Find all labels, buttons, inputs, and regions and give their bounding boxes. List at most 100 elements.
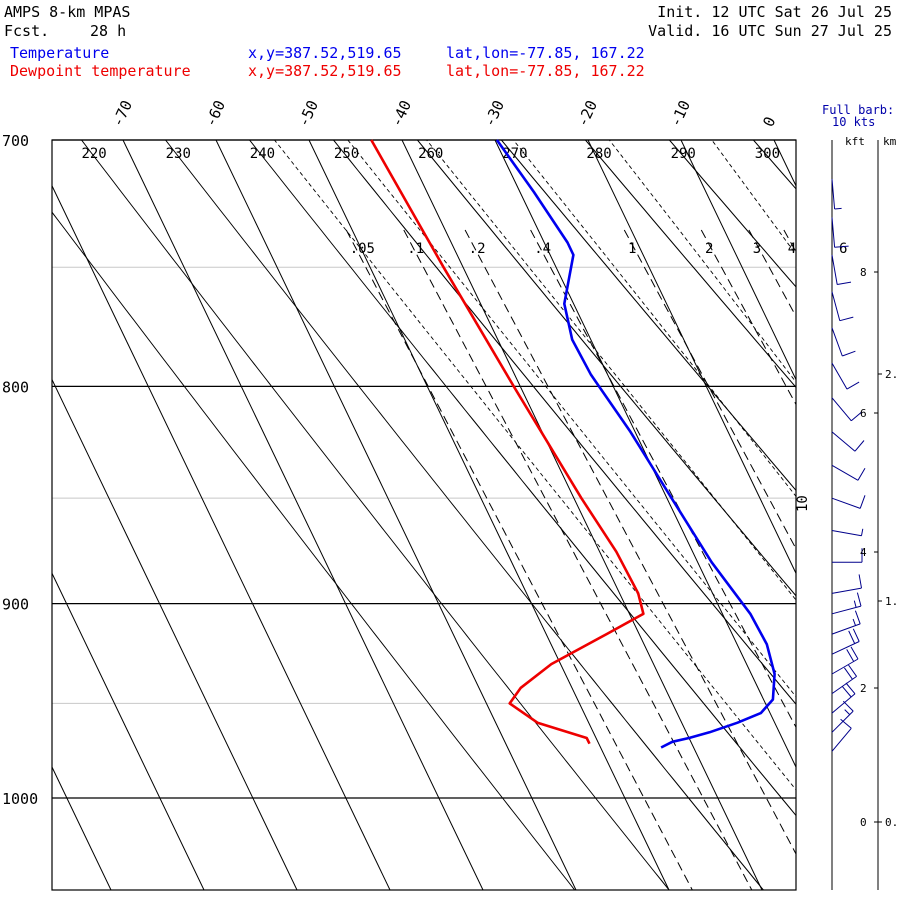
mixing-ratio-label: .4 <box>534 241 551 257</box>
isotherm <box>680 140 796 381</box>
isotherm-label: 0 <box>759 114 779 130</box>
moist-adiabat <box>347 140 796 698</box>
wind-barb <box>831 495 866 509</box>
wind-barb <box>831 362 860 390</box>
valid-time: Valid. 16 UTC Sun 27 Jul 25 <box>648 22 892 40</box>
init-time: Init. 12 UTC Sat 26 Jul 25 <box>657 3 892 21</box>
wind-barb <box>832 548 863 563</box>
dry-adiabat <box>416 140 796 597</box>
mixing-ratio-label: .1 <box>407 241 424 257</box>
wind-barb <box>831 646 859 675</box>
kft-label: 4 <box>860 546 867 559</box>
isotherm <box>52 378 298 890</box>
kft-label: 0 <box>860 816 867 829</box>
isotherm-label: -30 <box>480 98 508 130</box>
isotherm-label: -60 <box>201 98 229 130</box>
forecast-label: Fcst. <box>4 22 50 40</box>
mixing-ratio-line <box>403 229 753 890</box>
moist-adiabat <box>512 140 796 498</box>
temperature-legend: Temperature <box>10 44 110 62</box>
wind-barb <box>831 592 862 615</box>
dry-adiabat-label: 280 <box>586 146 611 162</box>
wind-barb <box>831 464 866 481</box>
isotherm <box>122 140 484 890</box>
dry-adiabat <box>80 140 670 890</box>
km-label: 2. <box>885 368 898 381</box>
dry-adiabat <box>52 211 576 890</box>
dry-adiabat-label: 300 <box>755 146 780 162</box>
kft-label: 6 <box>860 407 867 420</box>
wind-barb <box>831 682 856 714</box>
mixing-ratio-line <box>530 229 796 729</box>
kft-label: 8 <box>860 266 867 279</box>
isotherm-label: -50 <box>294 98 322 130</box>
km-title: km <box>883 135 897 148</box>
dry-adiabat <box>668 140 796 288</box>
mixing-ratio-label: .2 <box>469 241 486 257</box>
mixing-ratio-label: 6 <box>839 241 847 257</box>
wind-barb <box>831 431 865 452</box>
pressure-label-1000: 1000 <box>2 790 38 808</box>
isotherm <box>401 140 763 890</box>
dry-adiabat <box>248 140 796 817</box>
isotherm <box>52 765 112 890</box>
wind-barb <box>831 664 858 695</box>
kft-title: kft <box>845 135 865 148</box>
wind-barb <box>831 574 862 594</box>
dry-adiabat <box>500 140 796 492</box>
isotherm <box>215 140 577 890</box>
profiles-group <box>370 139 776 749</box>
wind-barbs-group: Full barb:10 kts <box>822 103 894 890</box>
mixing-ratio-label: 3 <box>753 241 761 257</box>
plot-frame-group <box>51 139 797 891</box>
height-axis-group: kft km 0 2 4 6 8 0. 1. 2. <box>845 135 898 890</box>
dewpoint-legend: Dewpoint temperature <box>10 62 191 80</box>
wind-barb <box>831 291 854 322</box>
forecast-hour: 28 h <box>90 22 127 40</box>
isotherm-label: -20 <box>573 98 601 130</box>
mixing-ratio-label: 4 <box>788 241 796 257</box>
barb-legend-line2: 10 kts <box>832 115 875 129</box>
wind-barb <box>831 327 856 357</box>
wind-barb <box>831 610 861 635</box>
wind-barb <box>831 528 864 537</box>
wind-barb <box>831 718 852 752</box>
mixing-ratio-line <box>464 229 796 856</box>
mixing-ratio-line <box>783 229 796 254</box>
pressure-label-700: 700 <box>2 132 29 150</box>
model-title: AMPS 8-km MPAS <box>4 3 131 21</box>
wind-barb <box>831 254 852 285</box>
mixing-ratio-label: 1 <box>628 241 636 257</box>
temperature-profile <box>495 139 776 749</box>
wind-barb <box>831 217 849 248</box>
wind-barb <box>831 397 863 422</box>
km-label: 1. <box>885 595 898 608</box>
dry-adiabat <box>164 140 765 890</box>
mixing-ratio-label: 2 <box>705 241 713 257</box>
dewpoint-profile <box>370 139 645 745</box>
dry-adiabat <box>752 140 796 190</box>
mixing-ratio-label: .05 <box>350 241 375 257</box>
dry-adiabat-label: 250 <box>334 146 359 162</box>
isotherm <box>308 140 670 890</box>
dry-adiabat-label: 260 <box>418 146 443 162</box>
moist-adiabat <box>273 140 796 791</box>
dewpoint-latlon: lat,lon=-77.85, 167.22 <box>446 62 645 80</box>
isotherm <box>587 140 796 575</box>
dry-adiabat-label: 220 <box>81 146 106 162</box>
isotherm <box>867 140 900 890</box>
isotherm-label: -40 <box>387 98 415 130</box>
thermo-lines-group <box>52 140 900 890</box>
dry-adiabat <box>332 140 796 705</box>
kft-label: 2 <box>860 682 867 695</box>
temperature-xy: x,y=387.52,519.65 <box>248 44 402 62</box>
dry-adiabat-label: 290 <box>671 146 696 162</box>
isotherm-label: -70 <box>108 98 136 130</box>
temperature-latlon: lat,lon=-77.85, 167.22 <box>446 44 645 62</box>
pressure-label-800: 800 <box>2 378 29 396</box>
isotherm <box>494 140 796 769</box>
mixing-ratio-line <box>700 229 796 406</box>
dry-adiabat-label: 230 <box>166 146 191 162</box>
